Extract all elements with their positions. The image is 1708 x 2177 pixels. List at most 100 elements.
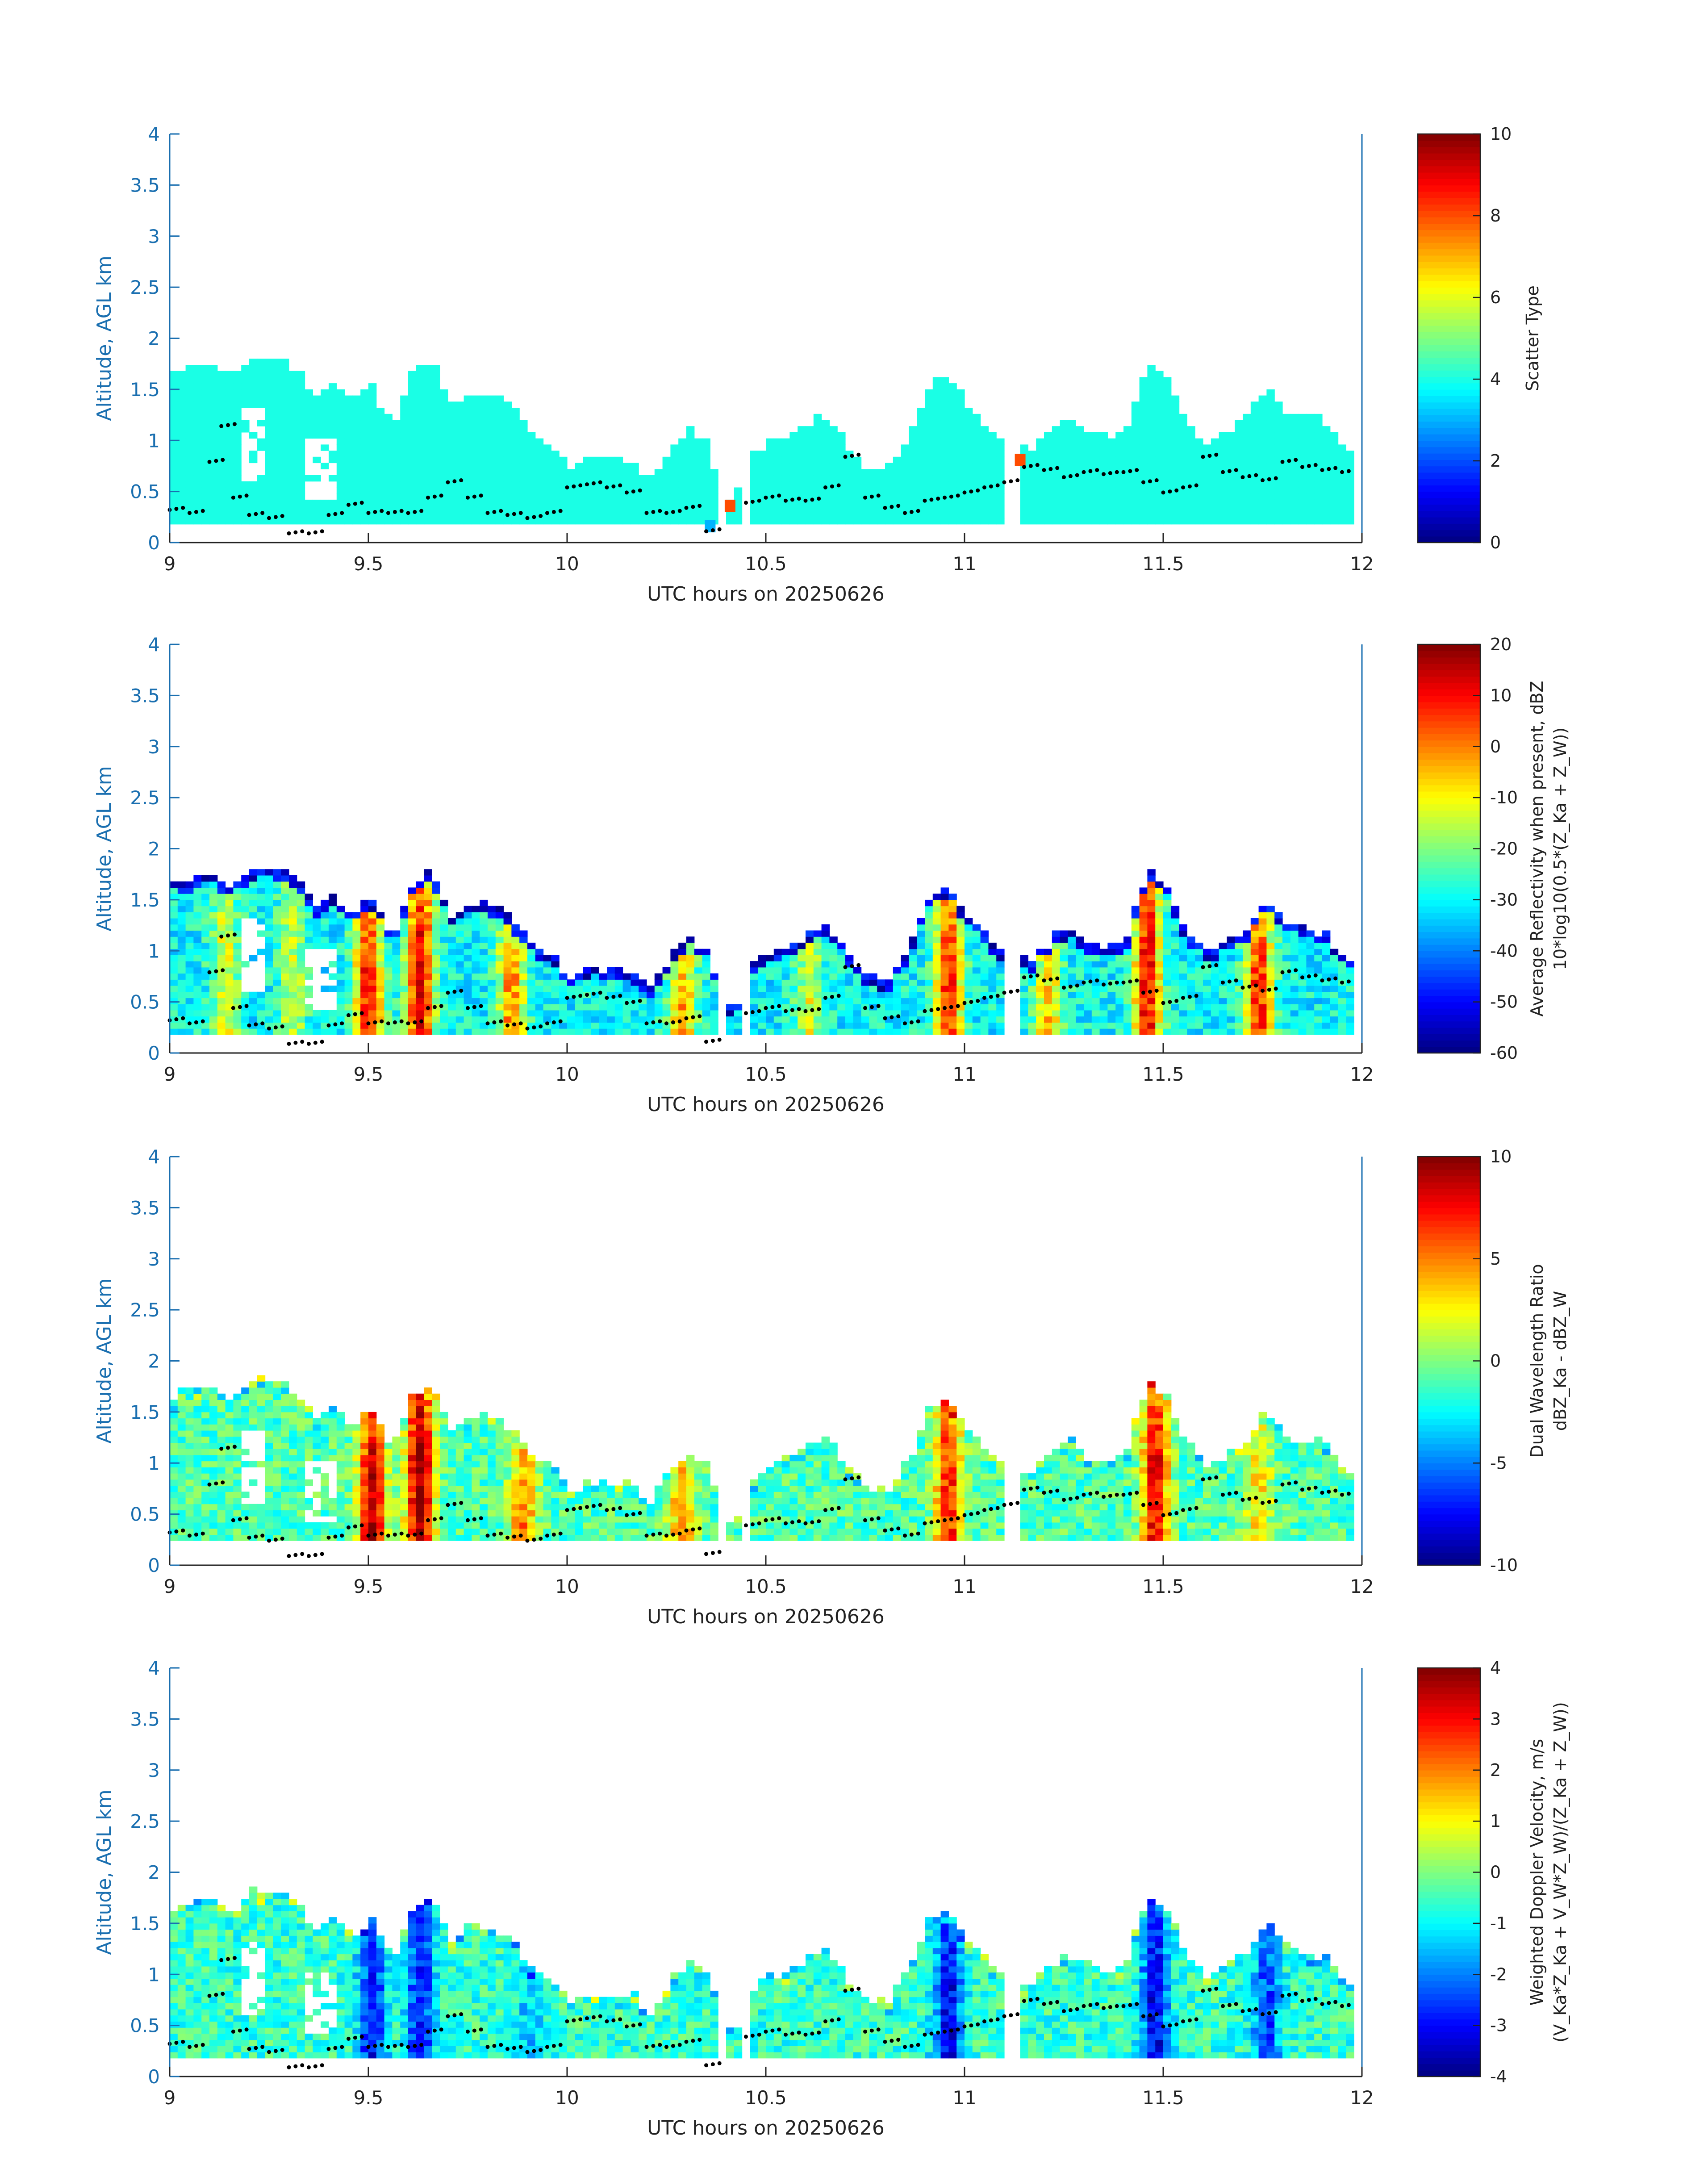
heatmap-cell <box>1187 518 1195 525</box>
heatmap-cell <box>1084 518 1092 525</box>
heatmap-cell <box>1171 469 1180 476</box>
heatmap-cell <box>257 493 266 500</box>
heatmap-cell <box>233 912 242 919</box>
heatmap-cell <box>750 967 758 974</box>
heatmap-cell <box>281 949 289 955</box>
heatmap-cell <box>480 955 488 961</box>
colorbar-segment <box>1418 166 1480 173</box>
heatmap-cell <box>440 451 448 457</box>
heatmap-cell <box>1203 986 1211 992</box>
heatmap-cell <box>305 401 313 408</box>
heatmap-cell <box>622 481 631 488</box>
heatmap-cell <box>583 1016 591 1023</box>
bl-dot <box>764 495 768 500</box>
heatmap-cell <box>948 487 957 494</box>
heatmap-cell <box>1322 512 1331 518</box>
heatmap-cell <box>781 973 790 980</box>
heatmap-cell <box>1219 967 1227 974</box>
heatmap-cell <box>996 1010 1005 1017</box>
heatmap-cell <box>1131 481 1140 488</box>
bl-dot <box>1108 471 1112 475</box>
heatmap-cell <box>296 432 305 439</box>
heatmap-cell <box>384 942 393 949</box>
heatmap-cell <box>972 456 981 464</box>
colorbar-segment <box>1418 134 1480 141</box>
heatmap-cell <box>869 475 877 482</box>
heatmap-cell <box>607 1028 615 1035</box>
heatmap-cell <box>1044 487 1052 494</box>
heatmap-cell <box>201 986 210 992</box>
heatmap-cell <box>893 973 902 980</box>
heatmap-cell <box>257 991 266 999</box>
heatmap-cell <box>424 967 432 974</box>
heatmap-cell <box>424 426 432 433</box>
heatmap-cell <box>1020 955 1028 961</box>
bl-dot <box>1194 483 1199 488</box>
heatmap-cell <box>901 973 909 980</box>
heatmap-cell <box>527 463 536 469</box>
heatmap-cell <box>925 906 933 912</box>
heatmap-cell <box>360 973 369 980</box>
heatmap-cell <box>559 463 568 469</box>
heatmap-cell <box>1155 512 1164 518</box>
heatmap-cell <box>734 1016 743 1023</box>
heatmap-cell <box>813 936 822 943</box>
heatmap-cell <box>1155 955 1164 961</box>
heatmap-cell <box>1107 973 1116 980</box>
heatmap-cell <box>869 512 877 518</box>
heatmap-cell <box>376 432 385 439</box>
heatmap-cell <box>352 912 361 919</box>
heatmap-cell <box>1084 955 1092 961</box>
heatmap-cell <box>360 936 369 943</box>
heatmap-cell <box>837 1016 846 1023</box>
heatmap-cell <box>519 426 528 433</box>
heatmap-cell <box>853 973 862 980</box>
heatmap-cell <box>185 986 194 992</box>
heatmap-cell <box>1131 432 1140 439</box>
heatmap-cell <box>948 389 957 396</box>
heatmap-cell <box>249 991 258 999</box>
heatmap-cell <box>432 998 440 1004</box>
heatmap-cell <box>909 998 917 1004</box>
heatmap-cell <box>1107 499 1116 506</box>
heatmap-cell <box>432 973 440 980</box>
heatmap-cell <box>424 924 432 931</box>
heatmap-cell <box>662 973 671 980</box>
heatmap-cell <box>670 469 679 476</box>
heatmap-cell <box>639 979 647 986</box>
heatmap-cell <box>1076 1004 1084 1011</box>
heatmap-cell <box>1179 426 1187 433</box>
heatmap-cell <box>336 444 345 451</box>
heatmap-cell <box>233 961 242 968</box>
heatmap-cell <box>249 389 258 396</box>
heatmap-cell <box>956 438 965 445</box>
heatmap-cell <box>305 924 313 931</box>
heatmap-cell <box>511 1010 520 1017</box>
heatmap-cell <box>519 444 528 451</box>
heatmap-cell <box>837 463 846 469</box>
heatmap-cell <box>694 451 703 457</box>
heatmap-cell <box>376 973 385 980</box>
heatmap-cell <box>1274 481 1283 488</box>
heatmap-cell <box>1060 1010 1068 1017</box>
heatmap-cell <box>201 499 210 506</box>
heatmap-cell <box>1274 426 1283 433</box>
heatmap-cell <box>1139 420 1148 426</box>
heatmap-cell <box>956 401 965 408</box>
heatmap-cell <box>1322 499 1331 506</box>
heatmap-cell <box>1060 481 1068 488</box>
bl-dot <box>512 512 516 516</box>
heatmap-cell <box>1211 955 1219 961</box>
heatmap-cell <box>289 401 297 408</box>
x-tick-label: 10.5 <box>745 553 787 575</box>
heatmap-cell <box>821 518 830 525</box>
heatmap-cell <box>1068 1022 1076 1029</box>
heatmap-cell <box>480 469 488 476</box>
heatmap-cell <box>678 451 687 457</box>
heatmap-cell <box>448 998 456 1004</box>
heatmap-cell <box>193 426 202 433</box>
heatmap-cell <box>472 979 480 986</box>
heatmap-cell <box>599 1022 607 1029</box>
heatmap-cell <box>901 955 909 961</box>
heatmap-cell <box>694 438 703 445</box>
